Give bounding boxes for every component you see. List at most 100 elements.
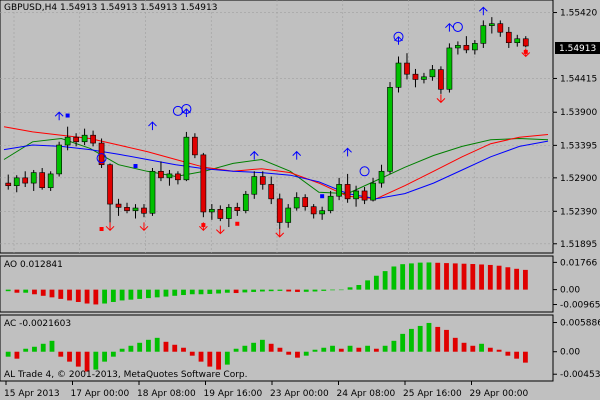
moving-average-line — [3, 140, 549, 200]
histogram-bar — [382, 345, 388, 352]
histogram-bar — [312, 289, 318, 292]
histogram-bar — [522, 351, 528, 363]
histogram-bar — [233, 348, 239, 352]
x-tick-label: 15 Apr 2013 — [4, 389, 60, 399]
histogram-bar — [251, 289, 257, 292]
histogram-bar — [268, 343, 274, 352]
candle — [64, 126, 71, 151]
histogram-bar — [487, 264, 493, 290]
x-tick-label: 23 Apr 00:00 — [270, 389, 329, 399]
histogram-bar — [216, 351, 221, 370]
candle — [302, 194, 309, 211]
histogram-bar — [58, 289, 64, 299]
candle — [149, 168, 156, 216]
signal-dot-icon — [235, 221, 240, 226]
histogram-bar — [110, 351, 116, 357]
sell-arrow-icon — [215, 225, 225, 235]
candle — [497, 20, 504, 37]
candle — [319, 206, 325, 220]
histogram-bar — [365, 280, 371, 290]
chart-title: GBPUSD,H4 1.54913 1.54913 1.54913 1.5491… — [4, 3, 217, 13]
candle — [361, 187, 368, 205]
candle — [47, 171, 54, 191]
histogram-bar — [84, 351, 90, 372]
histogram-bar — [277, 289, 283, 291]
histogram-bar — [435, 326, 441, 352]
histogram-bar — [295, 289, 300, 292]
histogram-bar — [409, 328, 414, 352]
ao-histogram — [5, 262, 528, 305]
histogram-bar — [207, 351, 213, 367]
histogram-bar — [514, 268, 520, 290]
ao-title: AO 0.012841 — [4, 260, 63, 270]
histogram-bar — [479, 264, 484, 290]
histogram-bar — [338, 289, 344, 291]
histogram-bar — [110, 289, 116, 302]
histogram-bar — [286, 289, 292, 292]
histogram-bar — [198, 351, 204, 362]
y-tick-label: 1.51895 — [560, 240, 597, 250]
candle — [370, 177, 376, 202]
histogram-bar — [181, 347, 186, 352]
histogram-bar — [505, 351, 511, 356]
candle — [234, 202, 241, 216]
candle — [285, 204, 292, 228]
histogram-bar — [365, 345, 371, 352]
histogram-bar — [400, 264, 406, 290]
candle — [124, 202, 130, 214]
x-tick-label: 19 Apr 16:00 — [204, 389, 263, 399]
histogram-bar — [58, 351, 64, 357]
candle — [522, 36, 529, 48]
y-tick-label: 1.54415 — [560, 74, 597, 84]
histogram-bar — [224, 351, 230, 365]
candle — [209, 204, 215, 220]
histogram-bar — [5, 351, 11, 357]
histogram-bar — [417, 262, 423, 290]
moving-average-line — [3, 137, 549, 195]
candle — [378, 164, 385, 188]
histogram-bar — [277, 347, 283, 352]
candle — [242, 190, 249, 214]
histogram-bar — [496, 349, 502, 352]
candle — [200, 152, 207, 218]
histogram-bar — [522, 269, 528, 290]
candle — [310, 204, 317, 219]
histogram-bar — [382, 271, 388, 290]
y-tick-label: 1.52390 — [560, 207, 597, 217]
histogram-bar — [373, 275, 379, 290]
candlesticks — [5, 17, 529, 230]
histogram-bar — [259, 289, 265, 292]
histogram-bar — [84, 289, 90, 304]
histogram-bar — [163, 289, 169, 297]
sell-arrow-icon — [105, 222, 115, 232]
histogram-bar — [49, 340, 55, 352]
y-tick-label: 1.53395 — [560, 141, 597, 151]
ac-panel-bg — [0, 314, 554, 382]
buy-arrow-icon — [478, 6, 488, 16]
histogram-bar — [189, 289, 195, 295]
histogram-bar — [93, 351, 99, 370]
candle — [73, 133, 79, 147]
histogram-bar — [233, 289, 239, 294]
candle — [276, 193, 283, 230]
histogram-bar — [128, 345, 134, 352]
ac-title: AC -0.0021603 — [4, 319, 71, 329]
candle — [353, 185, 359, 207]
candle — [293, 192, 300, 211]
candle — [387, 82, 393, 174]
histogram-bar — [426, 322, 432, 352]
candle — [115, 198, 122, 216]
signal-circle-icon — [96, 153, 107, 164]
buy-arrow-icon — [343, 147, 352, 157]
histogram-bar — [181, 289, 186, 296]
x-tick-label: 18 Apr 08:00 — [137, 389, 196, 399]
histogram-bar — [417, 325, 423, 352]
histogram-bar — [470, 264, 476, 290]
histogram-bar — [172, 289, 178, 296]
candle — [404, 53, 410, 80]
y-tick-label: 1.55420 — [560, 9, 597, 19]
ac-y-axis: 0.0058868 0.00 -0.004536 — [553, 319, 600, 380]
candle — [446, 43, 453, 93]
histogram-bar — [14, 351, 20, 359]
